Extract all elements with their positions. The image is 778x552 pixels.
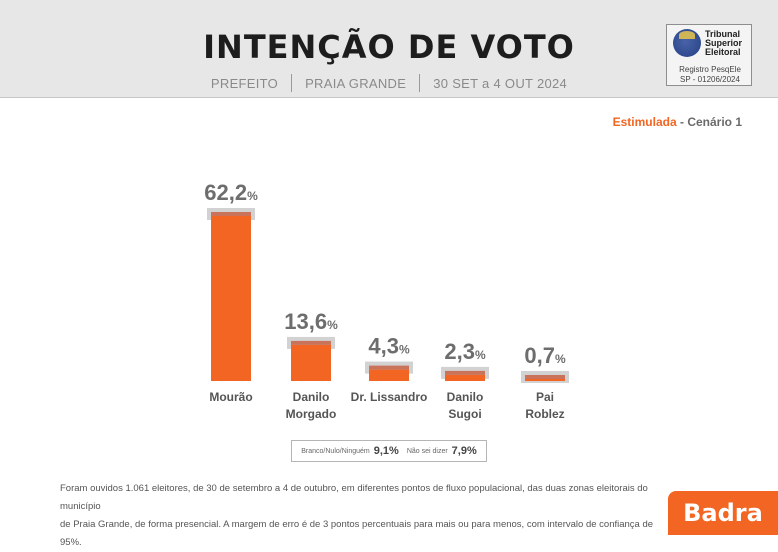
value-label: 0,7% — [524, 343, 566, 368]
others-summary-box: Branco/Nulo/Ninguém 9,1% Não sei dizer 7… — [291, 440, 487, 462]
vote-intention-chart: 62,2% Mourão 13,6% Danilo Morgado 4,3% Dr. Lis… — [204, 180, 569, 421]
value-label: 4,3% — [368, 334, 410, 359]
separator — [419, 74, 421, 92]
methodology-footnote: Foram ouvidos 1.061 eleitores, de 30 de … — [60, 483, 654, 548]
category-label: Danilo — [293, 390, 330, 404]
value-label: 13,6% — [284, 309, 338, 334]
category-label: Sugoi — [448, 407, 481, 421]
tse-name: Tribunal Superior Eleitoral — [705, 29, 743, 57]
category-label: Danilo — [447, 390, 484, 404]
category-label: Pai — [536, 390, 554, 404]
bar-top-band — [369, 365, 409, 370]
category-label: Mourão — [209, 390, 252, 404]
header-band: INTENÇÃO DE VOTO PREFEITO PRAIA GRANDE 3… — [0, 0, 778, 98]
bar-top-band — [211, 212, 251, 216]
bar — [211, 216, 251, 381]
value-label: 2,3% — [444, 339, 486, 364]
category-label: Dr. Lissandro — [351, 390, 428, 404]
scenario-label: Estimulada - Cenário 1 — [612, 115, 742, 129]
bar — [291, 344, 331, 381]
category-label: Morgado — [286, 407, 337, 421]
bar-top-band — [291, 340, 331, 345]
value-label: 62,2% — [204, 180, 258, 205]
bar-top-band — [445, 370, 485, 375]
bar — [525, 379, 565, 381]
tse-registration-badge: Tribunal Superior Eleitoral Registro Pes… — [666, 24, 752, 86]
dont-know-label: Não sei dizer — [406, 447, 448, 455]
period-label: 30 SET a 4 OUT 2024 — [433, 75, 568, 91]
tse-seal-icon — [673, 29, 701, 57]
blank-null-label: Branco/Nulo/Ninguém — [301, 447, 370, 455]
subtitle-line: PREFEITO PRAIA GRANDE 30 SET a 4 OUT 202… — [0, 74, 778, 92]
tse-registration: Registro PesqEle SP - 01206/2024 — [679, 65, 741, 84]
city-label: PRAIA GRANDE — [305, 75, 407, 91]
bar — [445, 374, 485, 381]
blank-null-value: 9,1% — [373, 445, 399, 457]
badra-logo: Badra — [668, 491, 778, 535]
office-label: PREFEITO — [210, 75, 279, 91]
page-title: INTENÇÃO DE VOTO — [203, 28, 575, 66]
bar — [369, 369, 409, 381]
separator — [291, 74, 293, 92]
bar-top-band — [525, 375, 565, 379]
category-label: Roblez — [525, 407, 564, 421]
dont-know-value: 7,9% — [451, 445, 477, 457]
